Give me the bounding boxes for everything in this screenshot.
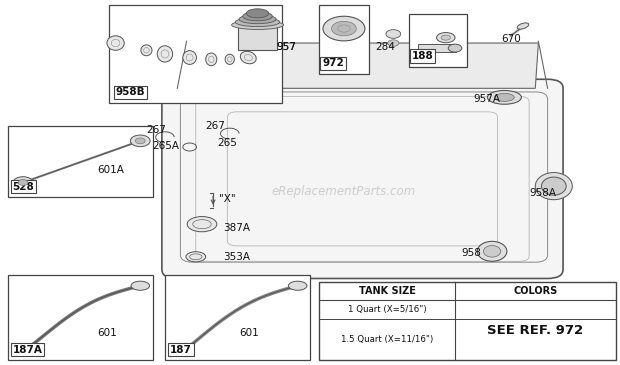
Text: "X": "X" xyxy=(219,194,235,204)
FancyBboxPatch shape xyxy=(162,79,563,278)
Text: 353A: 353A xyxy=(224,252,250,262)
Ellipse shape xyxy=(17,345,35,354)
Bar xyxy=(238,25,277,50)
Text: 387A: 387A xyxy=(224,223,250,233)
Ellipse shape xyxy=(436,32,455,43)
Text: 528: 528 xyxy=(12,181,34,192)
Ellipse shape xyxy=(187,216,217,232)
Ellipse shape xyxy=(239,15,276,24)
Ellipse shape xyxy=(241,51,256,64)
Circle shape xyxy=(323,16,365,41)
Ellipse shape xyxy=(495,93,515,101)
Circle shape xyxy=(130,135,150,147)
Text: 284: 284 xyxy=(375,42,395,52)
Text: COLORS: COLORS xyxy=(513,286,557,296)
Ellipse shape xyxy=(535,173,572,200)
Text: 601: 601 xyxy=(97,328,117,338)
Text: 267: 267 xyxy=(205,121,225,131)
Text: 972: 972 xyxy=(322,58,344,68)
Text: 601: 601 xyxy=(239,328,259,338)
Text: eReplacementParts.com: eReplacementParts.com xyxy=(272,185,416,198)
Text: 670: 670 xyxy=(502,34,521,45)
Text: 957A: 957A xyxy=(474,94,500,104)
Text: SEE REF. 972: SEE REF. 972 xyxy=(487,324,583,337)
Text: 958: 958 xyxy=(461,248,481,258)
Text: 188: 188 xyxy=(412,51,433,61)
Bar xyxy=(409,14,467,66)
Ellipse shape xyxy=(183,51,197,64)
Circle shape xyxy=(386,30,401,38)
Circle shape xyxy=(18,180,28,185)
Ellipse shape xyxy=(242,12,272,21)
Bar xyxy=(109,5,282,103)
Bar xyxy=(418,44,456,52)
Ellipse shape xyxy=(487,91,521,104)
Text: 1.5 Quart (X=11/16"): 1.5 Quart (X=11/16") xyxy=(341,335,433,344)
Polygon shape xyxy=(184,43,538,88)
Circle shape xyxy=(135,138,145,144)
Text: 265: 265 xyxy=(218,138,237,148)
Text: 957: 957 xyxy=(276,42,296,52)
Circle shape xyxy=(332,21,356,36)
Ellipse shape xyxy=(246,9,268,18)
Ellipse shape xyxy=(157,46,172,62)
Bar xyxy=(7,275,153,360)
Bar xyxy=(7,126,153,197)
Text: TANK SIZE: TANK SIZE xyxy=(359,286,415,296)
Text: 958A: 958A xyxy=(529,188,556,198)
Ellipse shape xyxy=(288,281,307,290)
Ellipse shape xyxy=(141,45,152,56)
Text: 601A: 601A xyxy=(97,165,124,175)
Ellipse shape xyxy=(206,53,217,66)
Text: 187: 187 xyxy=(170,345,192,354)
Ellipse shape xyxy=(232,20,283,30)
Text: 267: 267 xyxy=(146,125,166,135)
Ellipse shape xyxy=(517,23,529,29)
Ellipse shape xyxy=(131,281,149,290)
Text: 957: 957 xyxy=(276,42,296,52)
Ellipse shape xyxy=(236,18,280,27)
Ellipse shape xyxy=(225,54,234,64)
Text: 1 Quart (X=5/16"): 1 Quart (X=5/16") xyxy=(348,305,427,314)
Bar xyxy=(319,5,369,74)
Ellipse shape xyxy=(107,36,124,50)
Ellipse shape xyxy=(174,346,193,356)
Ellipse shape xyxy=(541,177,566,195)
Ellipse shape xyxy=(484,246,501,257)
Circle shape xyxy=(13,177,33,188)
Ellipse shape xyxy=(186,252,206,262)
Ellipse shape xyxy=(441,35,450,40)
Ellipse shape xyxy=(477,241,507,261)
Text: 958B: 958B xyxy=(115,87,145,97)
Bar xyxy=(165,275,310,360)
Text: 265A: 265A xyxy=(153,141,180,151)
Bar xyxy=(319,282,616,360)
Text: 187A: 187A xyxy=(12,345,42,354)
Ellipse shape xyxy=(448,44,462,52)
Circle shape xyxy=(388,40,399,46)
